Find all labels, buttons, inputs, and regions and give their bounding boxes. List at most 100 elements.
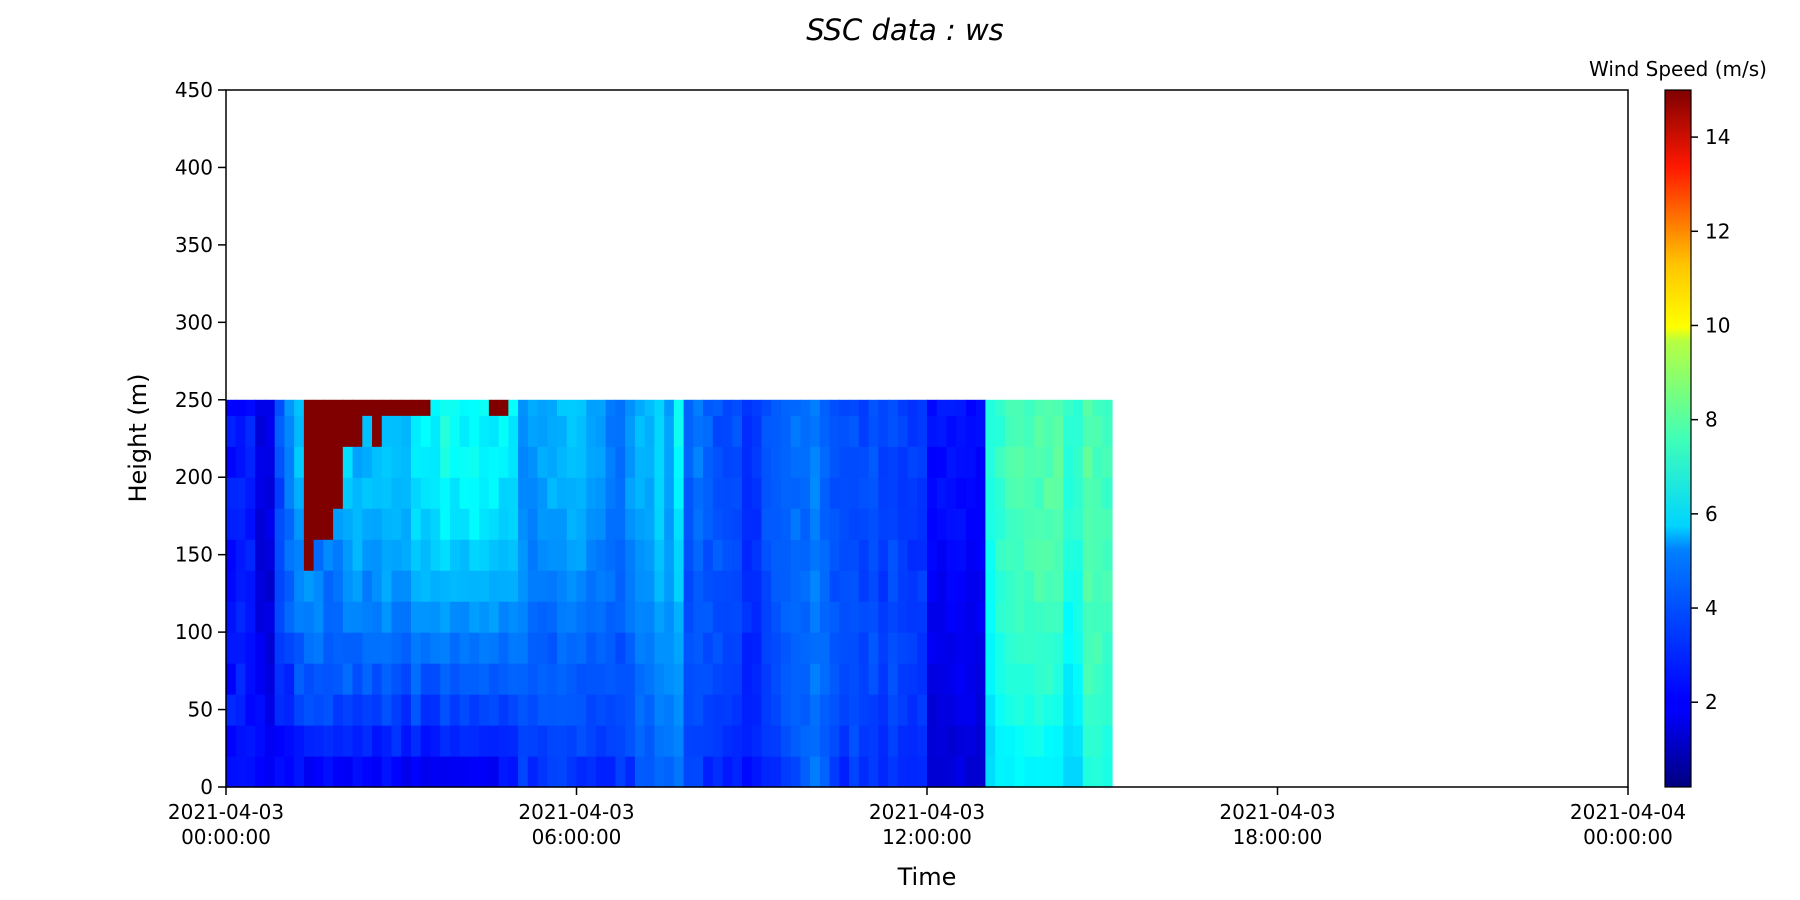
heatmap-cell <box>927 663 938 695</box>
heatmap-cell <box>644 477 655 509</box>
heatmap-cell <box>1024 415 1035 447</box>
heatmap-cell <box>790 601 802 633</box>
heatmap-cell <box>888 632 899 664</box>
heatmap-cell <box>868 632 879 664</box>
heatmap-cell <box>625 632 636 664</box>
heatmap-cell <box>264 663 276 695</box>
heatmap-cell <box>420 694 432 726</box>
heatmap-cell <box>673 632 685 664</box>
heatmap-cell <box>780 570 792 602</box>
heatmap-cell <box>469 663 480 695</box>
heatmap-cell <box>410 539 422 571</box>
heatmap-cell <box>498 446 509 478</box>
y-tick-label: 250 <box>175 388 213 412</box>
heatmap-cell <box>333 446 344 478</box>
heatmap-cell <box>372 539 383 571</box>
heatmap-cell <box>1063 446 1074 478</box>
heatmap-cell <box>693 632 704 664</box>
heatmap-cell <box>372 399 383 416</box>
heatmap-cell <box>313 756 324 788</box>
heatmap-cell <box>255 632 266 664</box>
heatmap-cell <box>615 601 626 633</box>
heatmap-cell <box>995 477 1006 509</box>
heatmap-cell <box>644 570 655 602</box>
heatmap-cell <box>732 756 743 788</box>
heatmap-cell <box>1053 756 1064 788</box>
heatmap-cell <box>430 756 441 788</box>
heatmap-cell <box>264 601 276 633</box>
heatmap-cell <box>595 399 607 416</box>
heatmap-cell <box>1034 399 1045 416</box>
heatmap-cell <box>1024 601 1035 633</box>
heatmap-cell <box>508 446 519 478</box>
heatmap-cell <box>488 508 500 540</box>
heatmap-cell <box>634 663 646 695</box>
colorbar-tick-label: 12 <box>1705 219 1730 243</box>
heatmap-cell <box>1014 663 1025 695</box>
heatmap-cell <box>430 570 441 602</box>
heatmap-cell <box>381 415 393 447</box>
heatmap-cell <box>537 508 548 540</box>
heatmap-cell <box>829 570 840 602</box>
heatmap-cell <box>245 399 256 416</box>
heatmap-cell <box>927 446 938 478</box>
heatmap-cell <box>284 415 295 447</box>
heatmap-cell <box>518 539 529 571</box>
x-tick-label: 12:00:00 <box>882 825 972 849</box>
heatmap-cell <box>780 725 792 757</box>
heatmap-cell <box>1043 446 1055 478</box>
heatmap-cell <box>751 756 763 788</box>
heatmap-cell <box>449 756 461 788</box>
heatmap-cell <box>469 725 480 757</box>
heatmap-cell <box>449 508 461 540</box>
heatmap-cell <box>965 446 977 478</box>
heatmap-cell <box>703 399 714 416</box>
heatmap-cell <box>897 508 909 540</box>
heatmap-cell <box>995 632 1006 664</box>
heatmap-cell <box>683 477 694 509</box>
heatmap-cell <box>790 756 802 788</box>
heatmap-cell <box>391 663 402 695</box>
heatmap-cell <box>420 477 432 509</box>
heatmap-cell <box>391 632 402 664</box>
heatmap-cell <box>907 446 918 478</box>
heatmap-cell <box>644 632 655 664</box>
heatmap-cell <box>829 446 840 478</box>
heatmap-cell <box>508 539 519 571</box>
heatmap-cell <box>917 570 928 602</box>
heatmap-cell <box>1053 446 1064 478</box>
heatmap-cell <box>479 477 490 509</box>
heatmap-cell <box>839 539 850 571</box>
heatmap-cell <box>401 663 412 695</box>
y-tick-label: 350 <box>175 233 213 257</box>
heatmap-cell <box>274 694 286 726</box>
heatmap-cell <box>975 415 987 447</box>
heatmap-cell <box>683 539 694 571</box>
heatmap-cell <box>800 756 811 788</box>
heatmap-cell <box>576 570 587 602</box>
heatmap-cells <box>226 399 1113 788</box>
heatmap-cell <box>654 570 665 602</box>
heatmap-cell <box>878 477 889 509</box>
heatmap-cell <box>673 399 685 416</box>
heatmap-cell <box>410 601 422 633</box>
heatmap-cell <box>742 539 753 571</box>
heatmap-cell <box>323 539 334 571</box>
heatmap-cell <box>1053 725 1064 757</box>
heatmap-cell <box>732 477 743 509</box>
heatmap-cell <box>576 415 587 447</box>
heatmap-cell <box>751 601 763 633</box>
heatmap-cell <box>401 399 412 416</box>
heatmap-cell <box>761 756 772 788</box>
heatmap-cell <box>372 756 383 788</box>
heatmap-cell <box>615 399 626 416</box>
heatmap-cell <box>878 601 889 633</box>
heatmap-cell <box>264 694 276 726</box>
heatmap-cell <box>381 446 393 478</box>
heatmap-cell <box>449 446 461 478</box>
heatmap-cell <box>352 539 363 571</box>
heatmap-cell <box>965 539 977 571</box>
heatmap-cell <box>410 477 422 509</box>
heatmap-cell <box>946 632 957 664</box>
heatmap-cell <box>226 508 237 540</box>
